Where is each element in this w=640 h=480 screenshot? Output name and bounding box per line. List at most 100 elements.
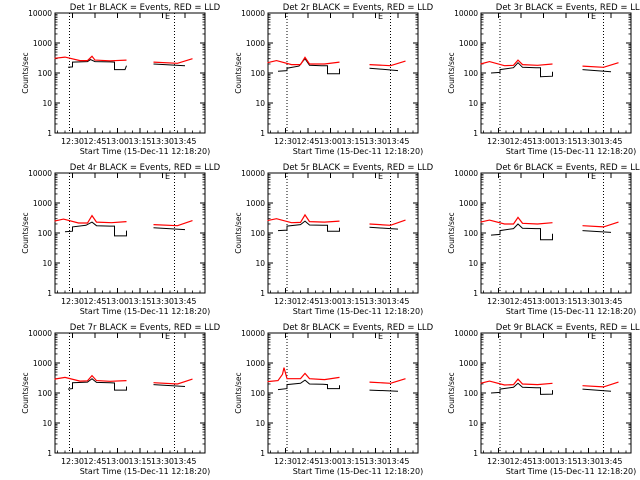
x-tick-label: 13:15 [341,457,364,466]
x-tick-label: 13:00 [319,457,342,466]
series-lld-line [267,367,340,383]
y-tick-label: 10 [468,99,478,108]
series-events-line [64,221,127,237]
y-tick-label: 1000 [33,359,52,368]
x-tick-label: 12:45 [509,457,532,466]
y-tick-label: 1 [260,289,265,298]
x-tick-label: 13:45 [173,297,196,306]
x-tick-label: 12:30 [487,297,510,306]
series-lld-line [369,60,406,67]
plot-frame [480,172,632,294]
x-tick-label: 13:15 [128,137,151,146]
x-tick-label: 12:45 [83,457,106,466]
plot-frame [54,332,206,454]
y-tick-label: 10000 [241,9,265,18]
series-lld-line [582,62,619,68]
series-events-line [369,67,399,72]
x-tick-label: 12:30 [61,457,84,466]
x-tick-label: 13:30 [364,137,387,146]
y-tick-label: 10 [255,99,265,108]
chart-title: Det 6r BLACK = Events, RED = LLD [496,163,640,173]
x-tick-label: 12:30 [487,457,510,466]
y-tick-label: 1 [260,449,265,458]
y-tick-label: 10 [255,259,265,268]
y-tick-label: 10 [468,259,478,268]
x-tick-label: 13:00 [319,297,342,306]
y-tick-label: 10000 [454,329,478,338]
x-tick-label: 12:45 [296,297,319,306]
y-tick-label: 100 [38,69,53,78]
series-lld-line [480,59,553,67]
x-tick-label: 13:30 [577,137,600,146]
series-lld-line [54,55,127,62]
x-tick-label: 13:45 [599,297,622,306]
x-tick-label: 12:45 [83,137,106,146]
x-tick-label: 12:45 [83,297,106,306]
x-tick-label: 13:15 [341,297,364,306]
x-axis-label: Start Time (15-Dec-11 12:18:20) [293,147,424,156]
series-events-line [490,382,553,395]
y-tick-label: 100 [464,69,479,78]
plot-frame [480,332,632,454]
y-axis-label: Counts/sec [447,372,456,413]
corner-marker: E [591,12,596,21]
series-lld-line [153,58,193,64]
x-tick-label: 12:30 [61,297,84,306]
x-tick-label: 13:30 [364,297,387,306]
x-axis-label: Start Time (15-Dec-11 12:18:20) [293,467,424,476]
y-tick-label: 1 [473,449,478,458]
y-tick-label: 100 [464,229,479,238]
y-tick-label: 1000 [33,199,52,208]
x-tick-label: 13:00 [532,297,555,306]
y-tick-label: 10 [42,259,52,268]
x-tick-label: 13:30 [577,457,600,466]
x-tick-label: 13:45 [599,457,622,466]
x-tick-label: 12:45 [296,137,319,146]
plot-frame [267,172,419,294]
x-tick-label: 12:30 [274,457,297,466]
series-lld-line [480,378,553,386]
series-lld-line [369,219,406,226]
chart-title: Det 7r BLACK = Events, RED = LLD [70,323,221,333]
y-axis-label: Counts/sec [234,372,243,413]
y-axis-label: Counts/sec [21,212,30,253]
y-tick-label: 1000 [246,199,265,208]
y-axis-label: Counts/sec [21,372,30,413]
chart-title: Det 1r BLACK = Events, RED = LLD [70,3,221,13]
series-events-line [153,227,186,231]
x-tick-label: 12:30 [274,297,297,306]
x-axis-label: Start Time (15-Dec-11 12:18:20) [506,467,637,476]
corner-marker: E [378,332,383,341]
series-lld-line [480,216,553,225]
y-tick-label: 100 [38,229,53,238]
y-axis-label: Counts/sec [21,52,30,93]
y-tick-label: 10000 [28,169,52,178]
x-tick-label: 13:45 [386,137,409,146]
series-events-line [153,63,186,67]
series-events-line [277,57,340,75]
x-tick-label: 13:00 [532,457,555,466]
series-events-line [582,388,612,392]
y-tick-label: 10000 [454,9,478,18]
y-tick-label: 10 [42,419,52,428]
y-tick-label: 10 [255,419,265,428]
series-events-line [369,226,399,230]
series-events-line [582,230,612,233]
y-tick-label: 1 [260,129,265,138]
x-axis-label: Start Time (15-Dec-11 12:18:20) [80,467,211,476]
y-tick-label: 1000 [459,359,478,368]
x-tick-label: 13:30 [577,297,600,306]
plot-frame [480,12,632,134]
x-axis-label: Start Time (15-Dec-11 12:18:20) [293,307,424,316]
y-tick-label: 1 [47,449,52,458]
x-tick-label: 13:15 [554,457,577,466]
x-axis-label: Start Time (15-Dec-11 12:18:20) [80,147,211,156]
series-lld-line [582,381,619,388]
series-events-line [67,378,127,391]
series-lld-line [369,378,406,384]
series-events-line [277,220,340,232]
y-tick-label: 10000 [241,169,265,178]
